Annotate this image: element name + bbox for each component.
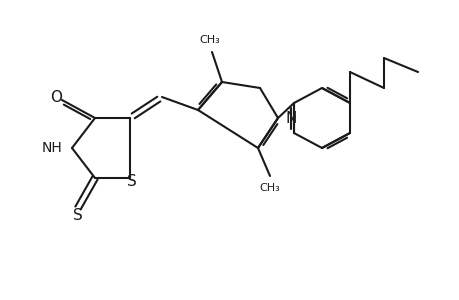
Text: S: S: [73, 208, 83, 224]
Text: N: N: [285, 110, 297, 125]
Text: CH₃: CH₃: [259, 183, 280, 193]
Text: S: S: [127, 175, 137, 190]
Text: O: O: [50, 89, 62, 104]
Text: CH₃: CH₃: [199, 35, 220, 45]
Text: NH: NH: [41, 141, 62, 155]
